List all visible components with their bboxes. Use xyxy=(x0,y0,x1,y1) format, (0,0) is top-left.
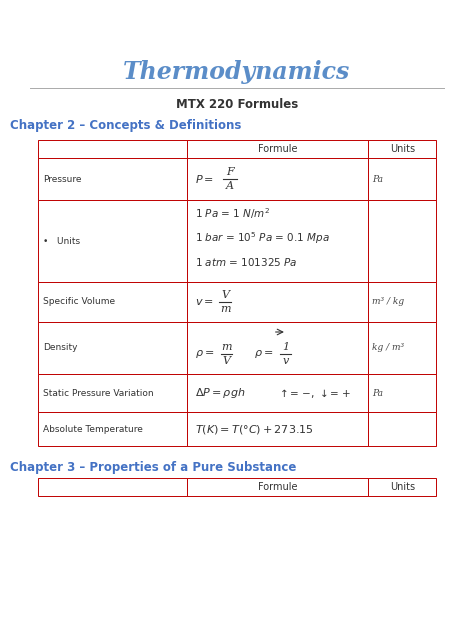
Text: Pa: Pa xyxy=(373,389,383,398)
Text: Specific Volume: Specific Volume xyxy=(43,298,115,307)
Text: m: m xyxy=(221,342,232,352)
Text: m: m xyxy=(220,304,230,314)
Bar xyxy=(38,282,187,322)
Bar xyxy=(368,282,436,322)
Text: 1 $atm$ = 101325 $Pa$: 1 $atm$ = 101325 $Pa$ xyxy=(195,256,298,268)
Bar xyxy=(38,374,187,412)
Text: v: v xyxy=(283,356,289,366)
Text: Chapter 3 – Properties of a Pure Substance: Chapter 3 – Properties of a Pure Substan… xyxy=(10,461,296,475)
Bar xyxy=(368,158,436,200)
Text: Units: Units xyxy=(390,144,415,154)
Bar xyxy=(38,140,187,158)
Text: V: V xyxy=(223,356,231,366)
Text: Pa: Pa xyxy=(373,174,383,183)
Text: $\Delta P = \rho gh$: $\Delta P = \rho gh$ xyxy=(195,386,246,400)
Text: $P =$: $P =$ xyxy=(195,173,214,185)
Bar xyxy=(187,282,368,322)
Bar xyxy=(38,200,187,282)
Text: Absolute Temperature: Absolute Temperature xyxy=(43,425,143,434)
Text: $T(K) = T(°C) + 273.15$: $T(K) = T(°C) + 273.15$ xyxy=(195,423,314,435)
Bar xyxy=(38,412,187,446)
Bar xyxy=(368,374,436,412)
Bar xyxy=(368,200,436,282)
Text: Density: Density xyxy=(43,344,77,353)
Bar xyxy=(368,412,436,446)
Text: A: A xyxy=(226,181,234,191)
Text: Formule: Formule xyxy=(258,144,298,154)
Text: Thermodynamics: Thermodynamics xyxy=(123,60,351,84)
Bar xyxy=(187,412,368,446)
Text: Units: Units xyxy=(390,482,415,492)
Text: Static Pressure Variation: Static Pressure Variation xyxy=(43,389,154,398)
Bar xyxy=(38,322,187,374)
Text: •   Units: • Units xyxy=(43,236,80,245)
Bar xyxy=(187,374,368,412)
Text: m³ / kg: m³ / kg xyxy=(373,298,404,307)
Text: $v =$: $v =$ xyxy=(195,297,214,307)
Text: Pressure: Pressure xyxy=(43,174,82,183)
Text: Formule: Formule xyxy=(258,482,298,492)
Bar xyxy=(187,322,368,374)
Bar xyxy=(187,140,368,158)
Bar xyxy=(368,322,436,374)
Text: $\rho =$: $\rho =$ xyxy=(254,348,273,360)
Bar xyxy=(38,158,187,200)
Bar xyxy=(187,200,368,282)
Text: Chapter 2 – Concepts & Definitions: Chapter 2 – Concepts & Definitions xyxy=(10,119,241,133)
Text: $\rho =$: $\rho =$ xyxy=(195,348,215,360)
Text: V: V xyxy=(221,290,229,300)
Text: 1 $bar$ = $10^5$ $Pa$ = 0.1 $Mpa$: 1 $bar$ = $10^5$ $Pa$ = 0.1 $Mpa$ xyxy=(195,230,330,246)
Bar xyxy=(368,478,436,496)
Text: 1 $Pa$ = 1 $N$/$m^2$: 1 $Pa$ = 1 $N$/$m^2$ xyxy=(195,207,271,221)
Text: MTX 220 Formules: MTX 220 Formules xyxy=(176,97,298,111)
Text: $\uparrow$= $-$, $\downarrow$= +: $\uparrow$= $-$, $\downarrow$= + xyxy=(277,387,352,399)
Text: F: F xyxy=(227,167,234,177)
Bar xyxy=(187,478,368,496)
Bar xyxy=(368,140,436,158)
Bar xyxy=(187,158,368,200)
Text: kg / m³: kg / m³ xyxy=(373,344,404,353)
Bar xyxy=(38,478,187,496)
Text: 1: 1 xyxy=(282,342,289,352)
